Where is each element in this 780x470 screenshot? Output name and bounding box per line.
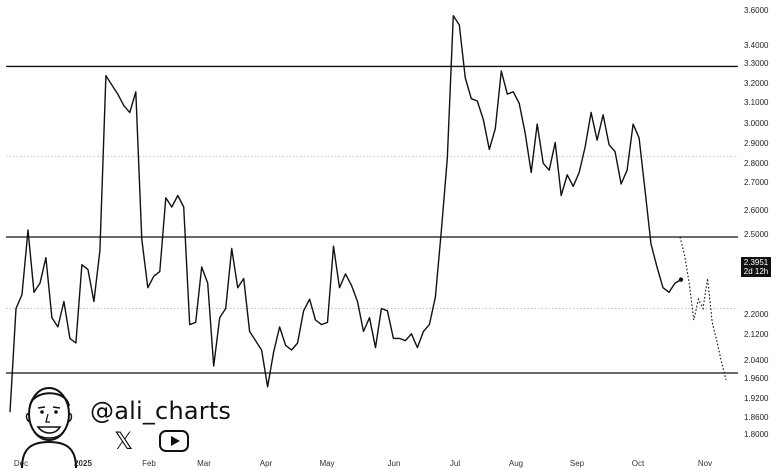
last-price-label: 2.3951 2d 12h <box>741 257 771 277</box>
price-series-line <box>9 15 682 413</box>
y-tick-label: 2.7000 <box>744 178 769 187</box>
x-tick-label: Feb <box>142 459 156 468</box>
y-tick-label: 2.2000 <box>744 310 769 319</box>
y-tick-label: 1.8000 <box>744 430 769 439</box>
x-tick-label: May <box>319 459 334 468</box>
x-tick-label: Oct <box>632 459 645 468</box>
x-tick-label: Mar <box>197 459 211 468</box>
last-price-value: 2.3951 <box>744 258 769 267</box>
y-tick-label: 3.1000 <box>744 98 769 107</box>
y-tick-label: 1.9200 <box>744 394 769 403</box>
author-handle: @ali_charts <box>90 397 232 425</box>
y-tick-label: 2.5000 <box>744 230 769 239</box>
y-tick-label: 2.6000 <box>744 206 769 215</box>
y-tick-label: 1.9600 <box>744 374 769 383</box>
y-tick-label: 2.9000 <box>744 139 769 148</box>
x-tick-label: Aug <box>509 459 523 468</box>
x-tick-label: Jun <box>388 459 401 468</box>
x-tick-label: Jul <box>450 459 460 468</box>
x-logo-icon[interactable]: 𝕏 <box>114 427 134 455</box>
y-tick-label: 2.0400 <box>744 356 769 365</box>
x-tick-label: Apr <box>260 459 273 468</box>
y-tick-label: 3.4000 <box>744 41 769 50</box>
y-tick-label: 2.1200 <box>744 330 769 339</box>
x-tick-label: 2025 <box>74 459 92 468</box>
y-tick-label: 3.6000 <box>744 6 769 15</box>
y-tick-label: 3.0000 <box>744 119 769 128</box>
x-tick-label: Nov <box>698 459 712 468</box>
last-price-dot <box>678 277 684 282</box>
forecast-dotted-line <box>679 236 727 381</box>
x-tick-label: Dec <box>14 459 28 468</box>
y-tick-label: 2.8000 <box>744 159 769 168</box>
y-tick-label: 3.2000 <box>744 79 769 88</box>
candle-countdown: 2d 12h <box>744 267 768 276</box>
avatar <box>21 387 77 469</box>
y-tick-label: 1.8600 <box>744 413 769 422</box>
y-tick-label: 3.3000 <box>744 59 769 68</box>
x-axis-ticks: Dec 2025 Feb Mar Apr May Jun Jul Aug Sep Oct Nov <box>14 459 712 468</box>
youtube-icon[interactable] <box>159 430 189 452</box>
y-axis-ticks: 3.6000 3.4000 3.3000 3.2000 3.1000 3.0000 2.90… <box>744 6 769 439</box>
x-tick-label: Sep <box>570 459 585 468</box>
